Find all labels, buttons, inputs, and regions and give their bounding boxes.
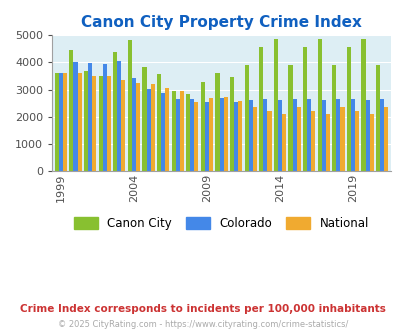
Bar [63, 73, 67, 171]
Bar [259, 47, 263, 171]
Bar [273, 39, 277, 171]
Bar [288, 65, 292, 171]
Bar [77, 73, 81, 171]
Bar [375, 65, 379, 171]
Bar [165, 88, 169, 171]
Bar [132, 78, 136, 171]
Bar [179, 91, 183, 171]
Bar [128, 40, 132, 171]
Bar [223, 97, 227, 171]
Bar [354, 111, 358, 171]
Bar [98, 76, 102, 171]
Bar [364, 100, 369, 171]
Bar [369, 114, 373, 171]
Bar [263, 99, 267, 171]
Bar [146, 89, 150, 171]
Bar [234, 102, 238, 171]
Bar [171, 91, 175, 171]
Bar [88, 63, 92, 171]
Bar [117, 61, 121, 171]
Bar [384, 107, 388, 171]
Bar [209, 98, 213, 171]
Bar [205, 102, 209, 171]
Bar [360, 39, 364, 171]
Bar [107, 76, 111, 171]
Legend: Canon City, Colorado, National: Canon City, Colorado, National [70, 212, 373, 235]
Bar [69, 50, 73, 171]
Bar [311, 111, 315, 171]
Bar [230, 77, 234, 171]
Bar [248, 100, 252, 171]
Bar [238, 101, 242, 171]
Bar [157, 75, 161, 171]
Bar [175, 99, 179, 171]
Bar [121, 80, 125, 171]
Bar [186, 94, 190, 171]
Bar [296, 107, 300, 171]
Text: Crime Index corresponds to incidents per 100,000 inhabitants: Crime Index corresponds to incidents per… [20, 304, 385, 314]
Bar [194, 102, 198, 171]
Bar [215, 73, 219, 171]
Bar [92, 76, 96, 171]
Bar [340, 107, 344, 171]
Bar [55, 73, 59, 171]
Bar [307, 99, 311, 171]
Bar [84, 71, 88, 171]
Bar [113, 52, 117, 171]
Bar [325, 114, 329, 171]
Bar [281, 114, 286, 171]
Bar [292, 99, 296, 171]
Text: © 2025 CityRating.com - https://www.cityrating.com/crime-statistics/: © 2025 CityRating.com - https://www.city… [58, 320, 347, 329]
Bar [379, 99, 384, 171]
Bar [317, 39, 321, 171]
Title: Canon City Property Crime Index: Canon City Property Crime Index [81, 15, 361, 30]
Bar [190, 99, 194, 171]
Bar [136, 83, 140, 171]
Bar [321, 100, 325, 171]
Bar [161, 93, 165, 171]
Bar [350, 99, 354, 171]
Bar [267, 111, 271, 171]
Bar [277, 100, 281, 171]
Bar [252, 107, 256, 171]
Bar [142, 67, 146, 171]
Bar [244, 65, 248, 171]
Bar [336, 99, 340, 171]
Bar [302, 47, 307, 171]
Bar [346, 47, 350, 171]
Bar [331, 65, 336, 171]
Bar [102, 64, 107, 171]
Bar [59, 73, 63, 171]
Bar [219, 98, 223, 171]
Bar [73, 62, 77, 171]
Bar [200, 82, 205, 171]
Bar [150, 84, 154, 171]
